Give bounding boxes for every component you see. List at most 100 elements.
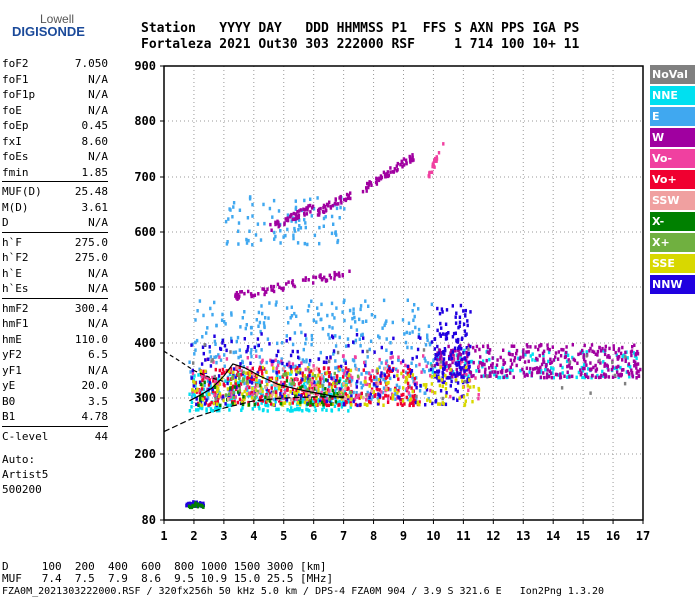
echo-point [300, 394, 303, 398]
echo-point [285, 362, 289, 367]
echo-point [307, 394, 310, 399]
echo-point [249, 361, 252, 365]
echo-point [472, 385, 475, 389]
echo-point [406, 298, 409, 302]
echo-point [452, 353, 455, 358]
echo-point [249, 195, 252, 199]
echo-point [634, 352, 638, 356]
echo-point [243, 389, 246, 394]
echo-point [440, 326, 443, 330]
echo-point [329, 276, 333, 280]
echo-point [359, 307, 362, 312]
echo-point [607, 368, 610, 372]
echo-point [321, 387, 324, 392]
echo-point [560, 386, 564, 390]
echo-point [234, 395, 237, 399]
echo-point [367, 304, 370, 308]
echo-point [311, 379, 314, 383]
echo-point [433, 371, 437, 375]
echo-point [192, 379, 195, 384]
echo-point [264, 316, 267, 320]
echo-point [334, 379, 338, 383]
echo-point [604, 374, 608, 378]
echo-point [230, 396, 234, 400]
echo-point [604, 348, 607, 352]
echo-point [234, 292, 237, 297]
echo-point [389, 387, 392, 392]
echo-point [511, 353, 514, 357]
echo-point [331, 203, 335, 208]
echo-point [290, 305, 293, 309]
echo-point [282, 366, 285, 371]
echo-point [199, 501, 202, 505]
echo-point [245, 241, 249, 245]
echo-point [378, 365, 381, 370]
echo-point [524, 353, 527, 357]
echo-point [246, 345, 250, 349]
echo-point [388, 366, 391, 371]
echo-point [202, 387, 206, 392]
echo-point [322, 360, 326, 364]
echo-point [406, 388, 409, 393]
echo-point [341, 368, 345, 373]
param-value: N/A [88, 282, 108, 295]
echo-point [219, 358, 223, 362]
echo-point [636, 369, 639, 373]
echo-point [237, 294, 240, 298]
echo-point [391, 320, 394, 325]
echo-point [218, 392, 222, 396]
echo-point [260, 401, 263, 405]
echo-point [429, 362, 433, 366]
echo-point [456, 371, 459, 375]
echo-point [375, 377, 378, 382]
echo-point [296, 407, 299, 411]
echo-point [298, 371, 302, 375]
echo-point [477, 364, 481, 368]
echo-point [526, 345, 529, 349]
echo-point [380, 374, 384, 378]
echo-point [611, 365, 615, 369]
echo-point [254, 388, 258, 392]
echo-point [408, 398, 412, 403]
echo-point [389, 369, 392, 373]
echo-point [205, 398, 208, 402]
echo-point [231, 386, 234, 390]
echo-point [409, 401, 412, 405]
param-name: h`F [2, 235, 22, 249]
param-value: 3.61 [81, 200, 109, 214]
echo-point [525, 350, 528, 354]
echo-point [349, 196, 352, 201]
echo-point [310, 214, 313, 218]
echo-point [426, 338, 429, 343]
echo-point [306, 391, 309, 396]
echo-point [313, 404, 317, 409]
y-tick-label: 700 [134, 170, 156, 184]
echo-point [274, 394, 278, 398]
echo-point [355, 385, 358, 389]
echo-point [248, 394, 251, 398]
echo-point [506, 368, 509, 373]
echo-point [580, 365, 583, 370]
echo-point [236, 381, 239, 385]
echo-point [364, 382, 367, 386]
echo-point [301, 374, 305, 378]
echo-point [266, 376, 269, 380]
echo-point [466, 354, 469, 359]
echo-point [635, 356, 638, 360]
echo-point [457, 337, 460, 342]
echo-point [304, 333, 307, 337]
echo-point [236, 400, 239, 405]
echo-point [221, 367, 225, 372]
echo-point [456, 398, 459, 402]
echo-point [250, 331, 253, 336]
param-value: 25.48 [74, 185, 108, 198]
echo-point [406, 381, 410, 386]
echo-point [230, 339, 233, 344]
echo-point [551, 371, 554, 375]
y-tick-label: 900 [134, 59, 156, 73]
echo-point [198, 406, 202, 410]
echo-point [398, 385, 401, 390]
echo-point [230, 313, 233, 317]
echo-point [250, 390, 254, 395]
echo-point [430, 170, 434, 174]
